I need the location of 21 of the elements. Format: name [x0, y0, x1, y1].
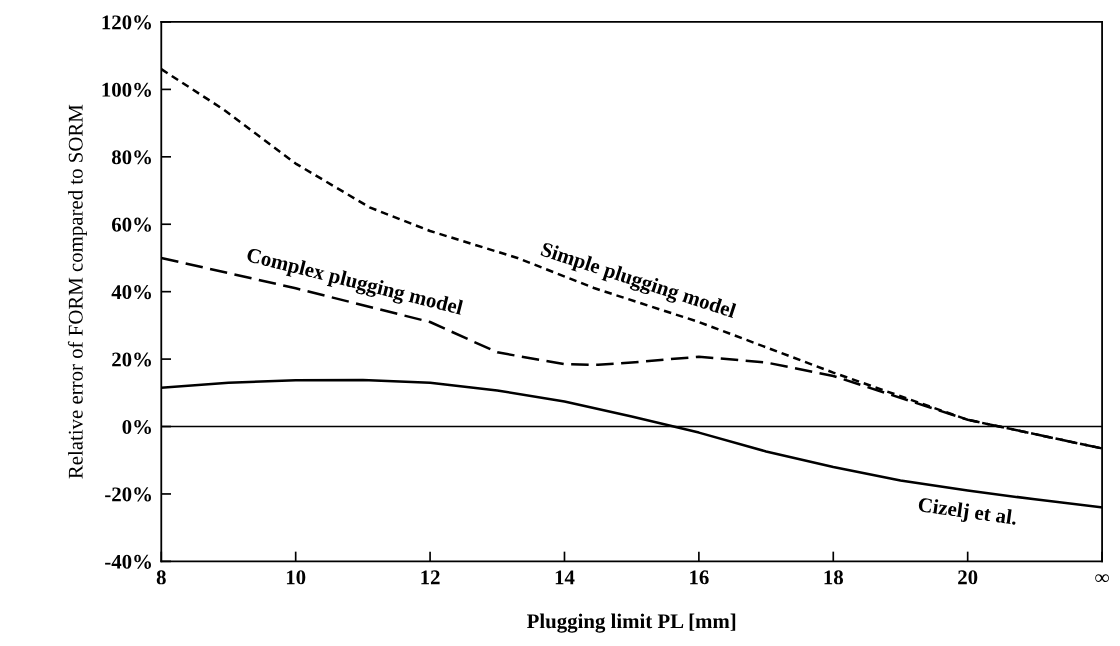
- x-tick-label: 14: [555, 570, 575, 585]
- text: Cizelj et al.: [917, 496, 1018, 530]
- x-tick-label: 20: [958, 570, 978, 585]
- y-tick-label: 40%: [111, 285, 151, 300]
- x-tick-label: 8: [156, 570, 166, 585]
- x-tick-label: 16: [690, 570, 709, 585]
- y-tick-label: 20%: [112, 352, 151, 367]
- x-tick-label: 18: [824, 570, 844, 585]
- x-axis-title: Plugging limit PL [mm]: [527, 613, 736, 633]
- y-tick-label: 0%: [122, 419, 151, 435]
- y-tick-label: 120%: [102, 15, 151, 30]
- y-tick-label: 80%: [111, 150, 151, 165]
- y-tick-label: 100%: [102, 82, 151, 97]
- y-tick-label: -20%: [105, 487, 151, 502]
- y-tick-label: 60%: [111, 217, 151, 232]
- y-axis-title: Relative error of FORM compared to SORM: [67, 104, 87, 479]
- y-tick-label: -40%: [105, 554, 151, 569]
- x-tick-label: 10: [286, 570, 306, 585]
- x-tick-label: 12: [421, 570, 440, 585]
- x-tick-label: ∞: [1095, 574, 1109, 583]
- text: Complex plugging model: [245, 246, 464, 320]
